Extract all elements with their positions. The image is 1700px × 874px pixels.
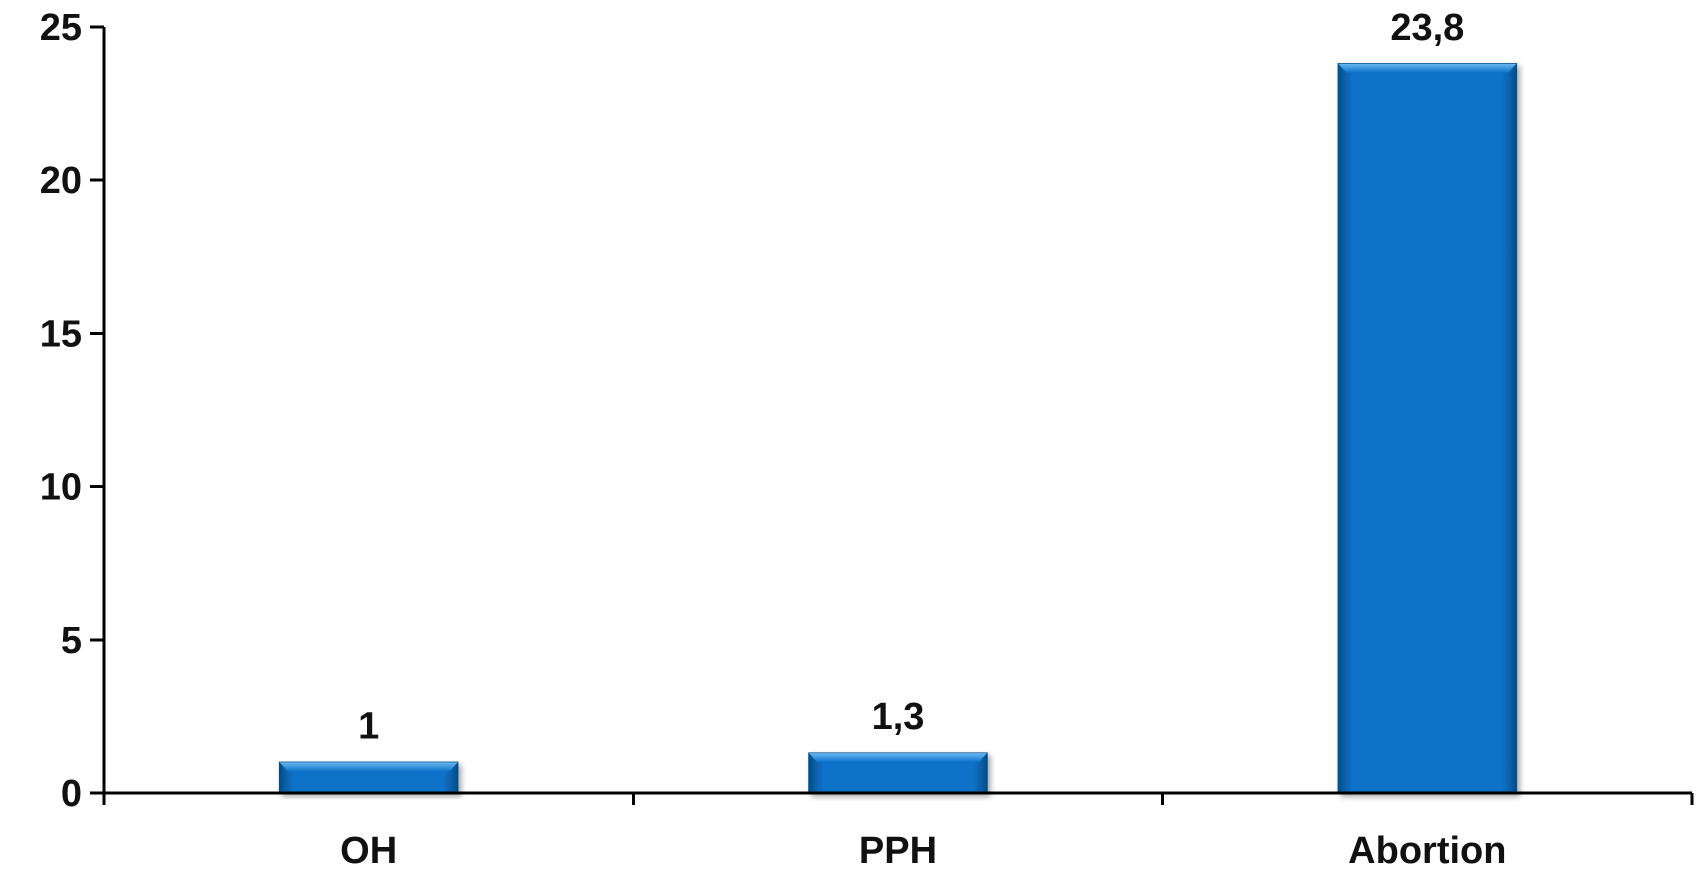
data-label-oh: 1 [358, 705, 379, 747]
bars-layer [278, 63, 1518, 794]
bar-bevel-oh [279, 762, 458, 772]
bar-pph [808, 752, 988, 794]
bar-bevel-pph [809, 753, 987, 763]
bar-bevel-abortion [1338, 63, 1517, 73]
bar-oh [278, 761, 459, 794]
data-label-pph: 1,3 [872, 696, 925, 738]
data-label-abortion: 23,8 [1390, 7, 1464, 49]
y-tick-label-25: 25 [40, 7, 82, 49]
y-tick-label-10: 10 [40, 467, 82, 509]
y-tick-label-20: 20 [40, 160, 82, 202]
axes-layer [90, 25, 1694, 805]
y-tick-label-15: 15 [40, 313, 82, 355]
bar-body-abortion [1337, 63, 1518, 794]
x-tick-label-oh: OH [340, 830, 397, 872]
x-tick-label-pph: PPH [859, 830, 937, 872]
bar-abortion [1337, 63, 1518, 794]
y-tick-label-0: 0 [61, 773, 82, 815]
labels-layer: 1 OH 1,3 PPH 23,8 Abortion 0 5 10 15 20 25 [40, 7, 1507, 872]
y-tick-label-5: 5 [61, 620, 82, 662]
x-tick-label-abortion: Abortion [1348, 830, 1506, 872]
